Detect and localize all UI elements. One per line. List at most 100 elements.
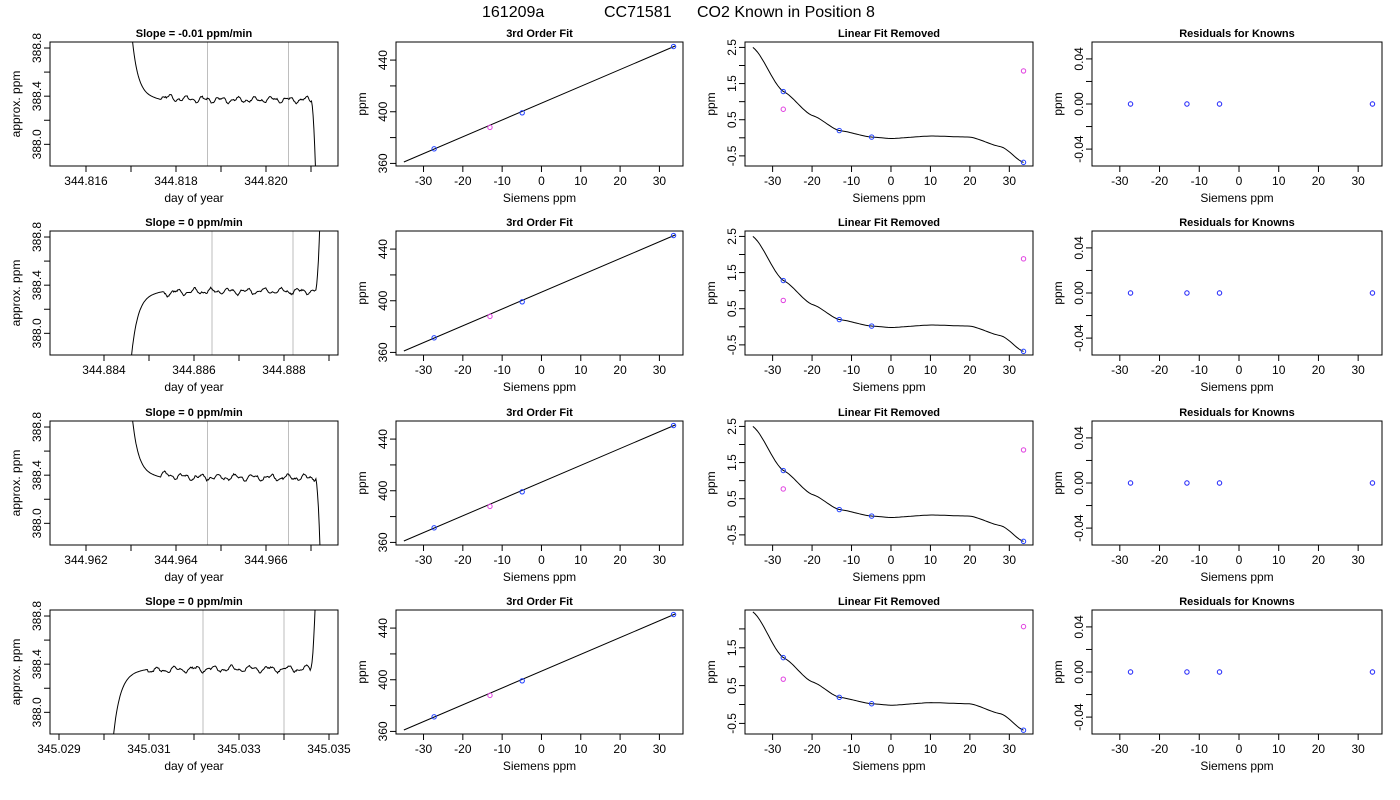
panel-r2c3-point-magenta xyxy=(780,297,786,304)
panel-r3c3-ytick-label: -0.5 xyxy=(725,524,739,545)
panel-r4c2-fit-line xyxy=(403,613,676,731)
panel-r4c2-plot-area xyxy=(403,611,677,731)
panel-r4c2-point-blue xyxy=(431,714,437,720)
panel-r2c1-xtick-label: 344.888 xyxy=(262,363,306,377)
panel-r3c1-ytick-label: 388.8 xyxy=(30,412,44,442)
panel-r4c4: Residuals for Knowns -30 -20 -10 0 10 20 30 -0.0… xyxy=(1051,596,1383,773)
panel-r4c1-xlabel: day of year xyxy=(164,759,223,773)
panel-r1c2-xtick-label: 0 xyxy=(538,174,545,188)
panel-r2c4-plot-area xyxy=(1127,290,1376,296)
panel-r2c4-point-blue xyxy=(1127,290,1134,296)
panel-r1c2-ytick-label: 440 xyxy=(376,50,390,70)
panel-r2c4-ytick-label: 0.00 xyxy=(1072,281,1086,305)
panel-r3c2-xtick-label: 30 xyxy=(653,553,667,567)
panel-r2c3-xtick-label: 0 xyxy=(888,363,895,377)
panel-r1c1-xtick-label: 344.816 xyxy=(64,174,108,188)
panel-r2c1-plot-area xyxy=(131,231,321,355)
panel-r3c1-trace xyxy=(132,421,321,545)
panel-r3c2-xtick-label: 20 xyxy=(613,553,627,567)
panel-r4c4-xtick-label: 10 xyxy=(1272,742,1286,756)
panel-r3c4-ytick-label: -0.04 xyxy=(1072,514,1086,542)
panel-r3c4-plot-area xyxy=(1127,480,1376,486)
panel-r3c4-point-blue xyxy=(1184,480,1190,486)
panel-r2c3-title: Linear Fit Removed xyxy=(838,217,940,229)
panel-r2c3-ytick-label: 2.5 xyxy=(725,228,739,245)
panel-r1c2-point-blue xyxy=(431,146,437,152)
panel-r3c3-fit-curve xyxy=(752,426,1024,542)
panel-r1c4-ylabel: ppm xyxy=(1051,92,1065,115)
panel-r1c3-point-blue xyxy=(836,127,842,134)
panel-r3c3: Linear Fit Removed -30 -20 -10 0 10 20 30 -0.5 0.… xyxy=(704,407,1034,584)
panel-r2c2-frame xyxy=(395,230,684,356)
panel-r1c2-ytick-label: 400 xyxy=(376,101,390,121)
panel-r2c2-xtick-label: -30 xyxy=(415,363,433,377)
panel-r2c3-point-blue xyxy=(868,323,875,329)
panel-r2c3-xtick-label: -10 xyxy=(843,363,861,377)
panel-r3c2-plot-area xyxy=(403,422,677,542)
panel-r3c3-point-blue xyxy=(1020,538,1027,545)
panel-r2c3-point-magenta xyxy=(1020,256,1027,262)
panel-r4c3-point-blue xyxy=(868,701,875,707)
panel-r3c2-ytick-label: 360 xyxy=(376,532,390,552)
panel-r1c1-trace xyxy=(132,42,316,166)
panel-r4c4-xtick-label: -30 xyxy=(1111,742,1129,756)
panel-r3c4-point-blue xyxy=(1127,480,1134,486)
panel-r3c2-point-blue xyxy=(519,489,525,495)
panel-r3c2-title: 3rd Order Fit xyxy=(506,407,573,419)
panel-r1c3-xtick-label: -20 xyxy=(803,174,821,188)
panel-r4c3-point-blue xyxy=(836,694,842,701)
panel-r2c4-xtick-label: -30 xyxy=(1111,363,1129,377)
panel-r2c4-xtick-label: 10 xyxy=(1272,363,1286,377)
panel-r3c2-ytick-label: 400 xyxy=(376,480,390,500)
panel-r4c4-xtick-label: -10 xyxy=(1191,742,1209,756)
panel-r2c4-xtick-label: 0 xyxy=(1236,363,1243,377)
panel-r2c1-ylabel: approx. ppm xyxy=(9,260,23,327)
panel-r1c4-point-blue xyxy=(1184,101,1190,107)
panel-r2c2-fit-line xyxy=(403,234,676,352)
panel-r1c4-xtick-label: 0 xyxy=(1236,174,1243,188)
panel-r2c4-point-blue xyxy=(1369,290,1376,296)
panel-r3c2-xlabel: Siemens ppm xyxy=(503,570,576,584)
panel-r4c4-point-blue xyxy=(1184,669,1190,675)
panel-r2c1-ytick-label: 388.0 xyxy=(30,318,44,348)
panel-r3c3-point-magenta xyxy=(1020,447,1027,453)
panel-r4c1-xtick-label: 345.033 xyxy=(217,742,261,756)
panel-r3c4-xtick-label: 30 xyxy=(1351,553,1365,567)
panel-r4c2: 3rd Order Fit -30 -20 -10 0 10 20 30 360 400 440 Si… xyxy=(355,596,684,773)
panel-r4c1-xtick-label: 345.035 xyxy=(307,742,351,756)
panel-r2c1-ytick-label: 388.8 xyxy=(30,222,44,252)
panel-r4c3-xlabel: Siemens ppm xyxy=(852,759,925,773)
panel-r4c4-plot-area xyxy=(1127,669,1376,675)
panel-r3c4-xlabel: Siemens ppm xyxy=(1200,570,1273,584)
panel-r3c4-ytick-label: 0.00 xyxy=(1072,471,1086,495)
panel-r1c4-title: Residuals for Knowns xyxy=(1179,28,1295,40)
panel-r1c2-plot-area xyxy=(403,43,677,163)
panel-r1c2-xtick-label: 20 xyxy=(613,174,627,188)
panel-r4c1-plot-area xyxy=(113,610,316,734)
panel-r4c2-xtick-label: 20 xyxy=(613,742,627,756)
panel-r3c4-point-blue xyxy=(1369,480,1376,486)
panel-r1c1-ytick-label: 388.0 xyxy=(30,129,44,159)
panel-r2c3-frame xyxy=(744,230,1034,356)
panel-r2c2-point-blue xyxy=(519,299,525,305)
panel-r1c1-ylabel: approx. ppm xyxy=(9,71,23,138)
panel-r2c3-point-blue xyxy=(1020,348,1027,355)
panel-r3c3-ytick-label: 0.5 xyxy=(725,490,739,507)
panel-r2c2-ytick-label: 360 xyxy=(376,342,390,362)
panel-r2c1-xlabel: day of year xyxy=(164,380,223,394)
panel-r1c4-plot-area xyxy=(1127,101,1376,107)
panel-r4c3-ylabel: ppm xyxy=(704,660,718,683)
panel-r1c2-point-magenta xyxy=(487,124,493,131)
panel-r4c4-xtick-label: 30 xyxy=(1351,742,1365,756)
panel-r1c3-ytick-label: -0.5 xyxy=(725,145,739,166)
panel-r2c2-xtick-label: -20 xyxy=(454,363,472,377)
panel-r3c2-point-blue xyxy=(670,422,677,429)
panel-r4c4-point-blue xyxy=(1216,669,1223,675)
panels-grid: Slope = -0.01 ppm/min 344.816 344.818 344.8… xyxy=(9,28,1383,773)
panel-r2c3-plot-area xyxy=(752,236,1027,355)
panel-r2c3-xtick-label: -30 xyxy=(764,363,782,377)
panel-r1c3-ytick-label: 1.5 xyxy=(725,75,739,92)
panel-r4c2-xtick-label: 0 xyxy=(538,742,545,756)
panel-r2c1-trace xyxy=(131,231,321,355)
panel-r1c3-ytick-label: 2.5 xyxy=(725,39,739,56)
